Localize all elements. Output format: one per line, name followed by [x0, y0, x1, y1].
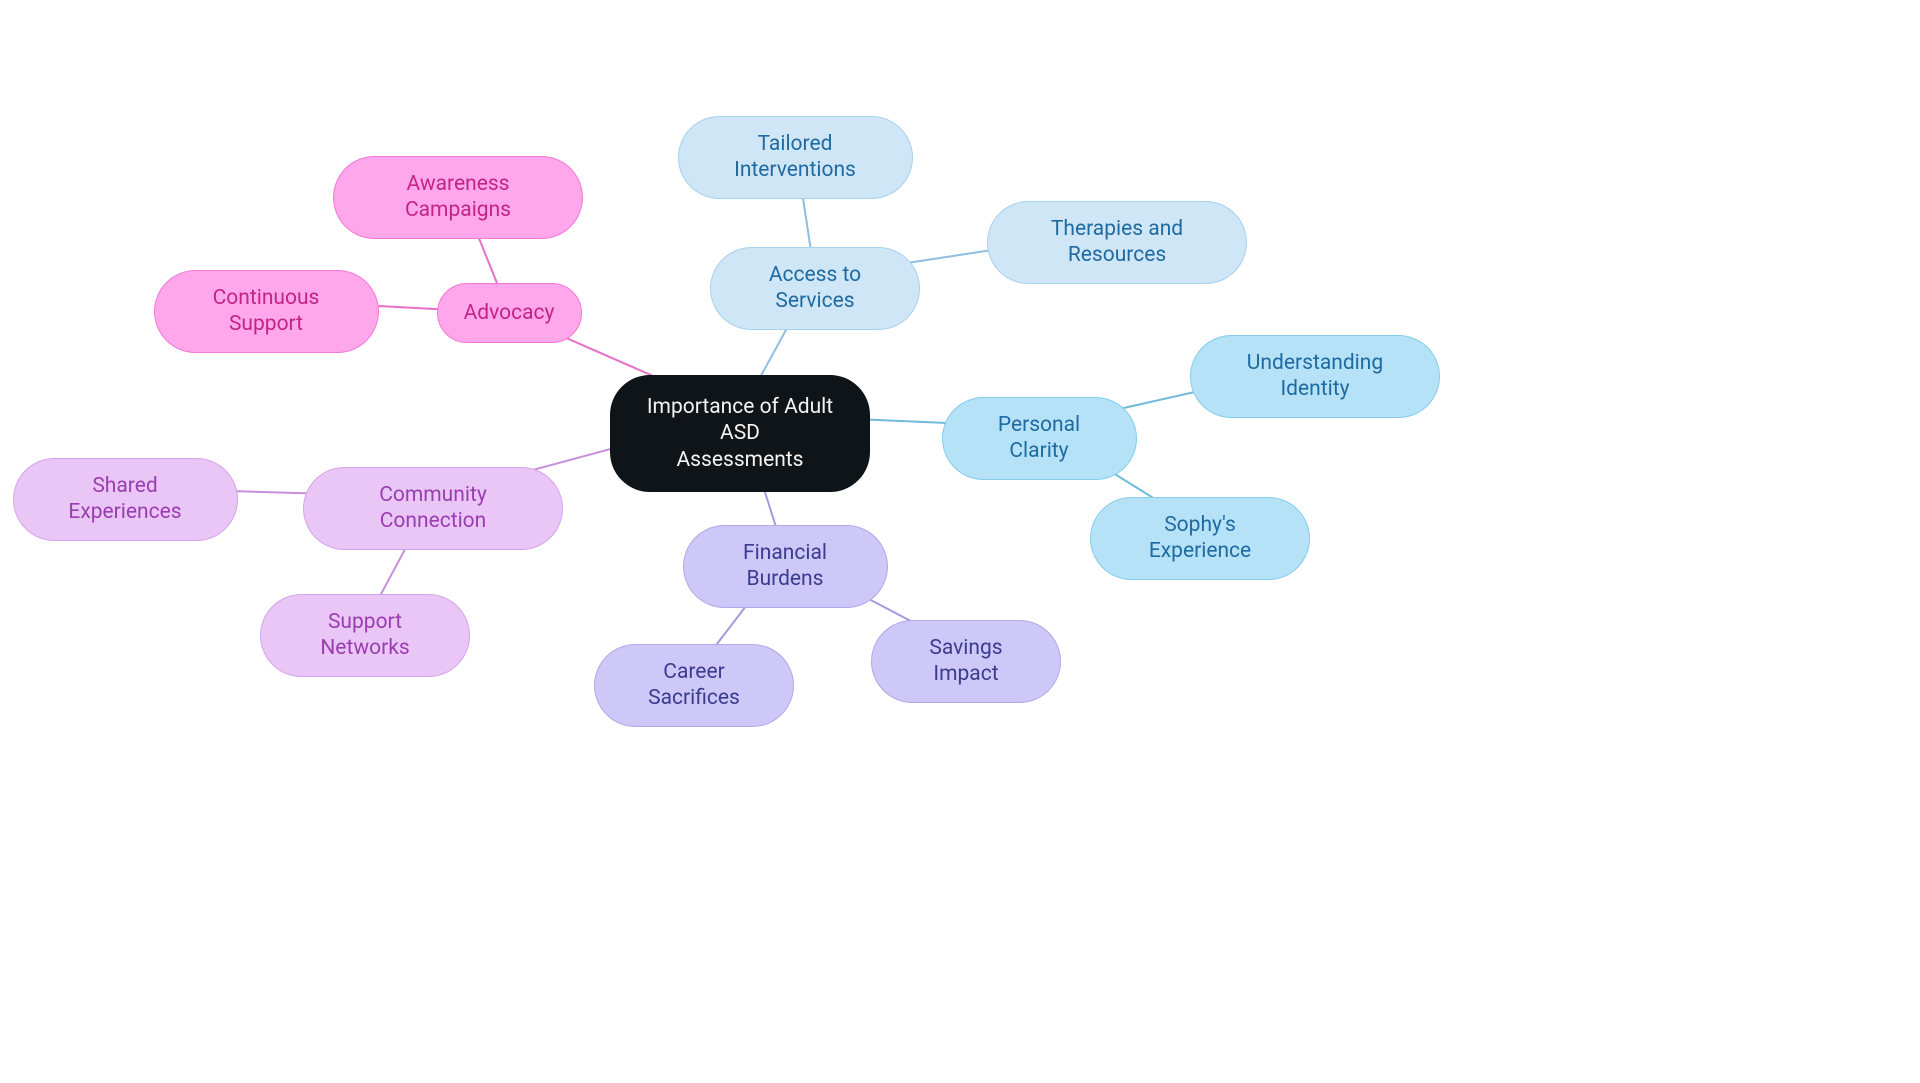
node-access: Access to Services: [710, 247, 920, 330]
node-advocacy: Advocacy: [437, 283, 582, 343]
node-label: Access to Services: [739, 262, 891, 315]
node-center: Importance of Adult ASD Assessments: [610, 375, 870, 492]
node-label: Importance of Adult ASD Assessments: [641, 394, 839, 473]
node-sophy: Sophy's Experience: [1090, 497, 1310, 580]
node-label: Awareness Campaigns: [362, 171, 554, 224]
node-label: Advocacy: [464, 300, 555, 326]
node-financial: Financial Burdens: [683, 525, 888, 608]
node-label: Continuous Support: [183, 285, 350, 338]
node-label: Career Sacrifices: [623, 659, 765, 712]
node-label: Personal Clarity: [971, 412, 1108, 465]
node-career: Career Sacrifices: [594, 644, 794, 727]
node-label: Financial Burdens: [712, 540, 859, 593]
node-networks: Support Networks: [260, 594, 470, 677]
node-label: Tailored Interventions: [707, 131, 884, 184]
node-clarity: Personal Clarity: [942, 397, 1137, 480]
node-shared: Shared Experiences: [13, 458, 238, 541]
node-label: Community Connection: [332, 482, 534, 535]
node-therapies: Therapies and Resources: [987, 201, 1247, 284]
node-community: Community Connection: [303, 467, 563, 550]
node-label: Sophy's Experience: [1119, 512, 1281, 565]
node-label: Therapies and Resources: [1016, 216, 1218, 269]
node-support: Continuous Support: [154, 270, 379, 353]
mindmap-edges: [0, 0, 1920, 1083]
node-label: Shared Experiences: [42, 473, 209, 526]
node-label: Understanding Identity: [1219, 350, 1411, 403]
node-label: Support Networks: [289, 609, 441, 662]
node-tailored: Tailored Interventions: [678, 116, 913, 199]
node-identity: Understanding Identity: [1190, 335, 1440, 418]
node-label: Savings Impact: [900, 635, 1032, 688]
node-awareness: Awareness Campaigns: [333, 156, 583, 239]
node-savings: Savings Impact: [871, 620, 1061, 703]
